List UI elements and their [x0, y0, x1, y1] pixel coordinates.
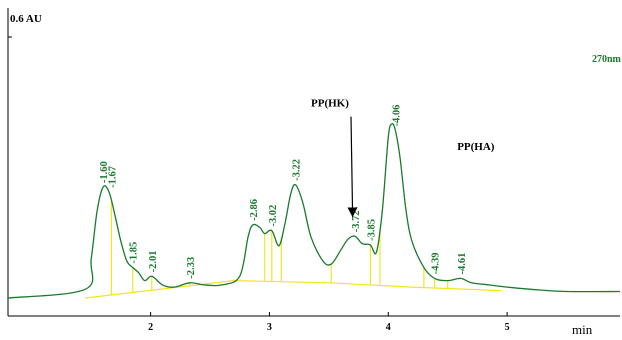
peak-label: -4.61	[457, 253, 468, 275]
peak-annotation: PP(HA)	[457, 141, 495, 153]
peak-annotation: PP(HK)	[311, 98, 349, 110]
annotations: PP(HK) PP(HA)	[311, 98, 495, 218]
x-axis-label: min	[572, 322, 593, 337]
peak-labels: -1.60-1.67 -1.85 -2.01 -2.33 -2.86 -3.02 -3.22…	[99, 105, 468, 279]
x-tick-label: 4	[386, 322, 391, 333]
chromatogram-trace	[7, 123, 621, 299]
peak-label: -1.67	[107, 166, 118, 188]
peak-label: -4.39	[431, 253, 442, 275]
baseline-layer	[85, 279, 502, 299]
peak-label: -3.72	[351, 210, 362, 232]
peak-label: -2.01	[148, 250, 159, 272]
x-tick-label: 3	[267, 322, 272, 333]
peak-label: -2.86	[249, 199, 260, 221]
peak-label: -3.22	[292, 159, 303, 181]
x-tick-label: 2	[148, 322, 153, 333]
peak-label: -3.02	[268, 205, 279, 227]
peak-label: -2.33	[186, 257, 197, 279]
peak-label: -1.85	[129, 242, 140, 264]
peak-label: -1.60	[99, 161, 110, 183]
x-ticks: 2 3 4 5	[148, 312, 510, 333]
x-tick-label: 5	[505, 322, 510, 333]
integration-baseline	[85, 279, 502, 299]
peak-drop-lines	[110, 201, 449, 295]
annotation-arrow	[347, 116, 358, 218]
trace-layer	[7, 123, 621, 299]
y-scale-label: 0.6 AU	[10, 13, 42, 25]
peak-label: -4.06	[391, 105, 402, 127]
peak-label: -3.85	[366, 219, 377, 241]
wavelength-label: 270nm	[592, 54, 622, 65]
